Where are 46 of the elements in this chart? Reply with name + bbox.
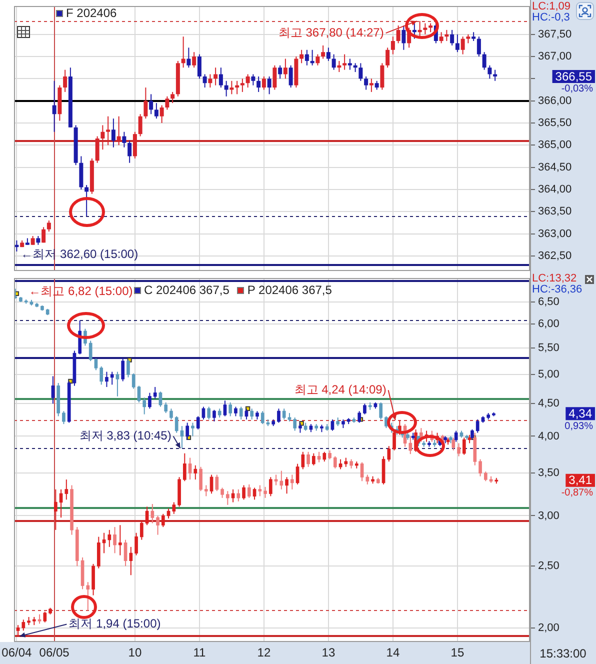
y-tick-label: 2,00: [538, 622, 560, 634]
x-tick-label: 06/05: [39, 646, 70, 660]
x-tick-label: 06/04: [2, 646, 32, 660]
legend-label: F 202406: [66, 6, 117, 20]
annotation: 최저 1,94 (15:00): [68, 616, 161, 631]
y-tick-label: 363,50: [538, 206, 572, 218]
text: 4,34: [568, 406, 592, 420]
y-tick-label: 4,00: [538, 430, 560, 442]
y-tick-label: 4,50: [538, 398, 560, 410]
text: 366,55: [555, 69, 592, 84]
y-tick-label: 367,50: [538, 28, 572, 40]
x-tick-label: 12: [257, 646, 271, 660]
y-tick-label: 3,00: [538, 510, 560, 522]
text: -0,87%: [561, 488, 594, 499]
y-tick-label: 365,00: [538, 139, 572, 152]
text: LC:13,32: [532, 272, 577, 285]
y-tick-label: 6,00: [538, 318, 560, 330]
text: 15:33:00: [540, 646, 587, 660]
annotation: 최고 4,24 (14:09): [294, 382, 386, 396]
y-tick-label: 3,50: [538, 467, 560, 480]
x-tick-label: 13: [322, 646, 336, 660]
y-tick-label: 363,00: [538, 228, 572, 240]
y-tick-label: 367,00: [538, 50, 572, 63]
text: LC:1,09: [532, 0, 571, 13]
text: 3,41: [568, 473, 592, 488]
y-tick-label: 364,00: [538, 183, 572, 196]
y-tick-label: 5,50: [538, 342, 560, 354]
y-tick-label: 6,50: [538, 296, 560, 308]
annotation: 최고 367,80 (14:27): [278, 25, 384, 40]
y-tick-label: 364,50: [538, 161, 572, 174]
x-tick-label: 10: [128, 646, 142, 660]
annotation: 최저 3,83 (10:45): [79, 428, 172, 443]
text: HC:-36,36: [532, 284, 582, 296]
y-tick-label: 365,50: [538, 117, 572, 130]
text: HC:-0,3: [532, 12, 570, 24]
y-tick-label: 362,50: [538, 250, 572, 262]
legend-label: P 202406 367,5: [247, 283, 332, 297]
y-tick-label: 2,50: [538, 560, 560, 572]
legend-label: C 202406 367,5: [144, 283, 230, 297]
y-tick-label: 366,00: [538, 94, 572, 107]
x-tick-label: 11: [193, 646, 206, 660]
x-tick-label: 15: [450, 646, 464, 660]
text: 0,93%: [564, 420, 594, 432]
x-tick-label: 14: [386, 646, 400, 660]
y-tick-label: 5,00: [538, 368, 560, 381]
text: -0,03%: [561, 84, 594, 95]
